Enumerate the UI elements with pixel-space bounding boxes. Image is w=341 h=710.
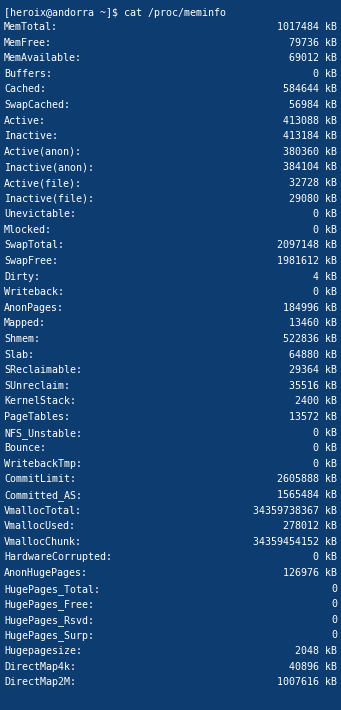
Text: HugePages_Free:: HugePages_Free: [4, 599, 94, 610]
Text: HugePages_Rsvd:: HugePages_Rsvd: [4, 615, 94, 626]
Text: AnonHugePages:: AnonHugePages: [4, 568, 88, 578]
Text: CommitLimit:: CommitLimit: [4, 474, 76, 484]
Text: [heroix@andorra ~]$ cat /proc/meminfo: [heroix@andorra ~]$ cat /proc/meminfo [4, 8, 226, 18]
Text: Dirty:: Dirty: [4, 272, 40, 282]
Text: Unevictable:: Unevictable: [4, 209, 76, 219]
Text: AnonPages:: AnonPages: [4, 302, 64, 313]
Text: 13572 kB: 13572 kB [289, 412, 337, 422]
Text: 2605888 kB: 2605888 kB [277, 474, 337, 484]
Text: 4 kB: 4 kB [313, 272, 337, 282]
Text: 0 kB: 0 kB [313, 459, 337, 469]
Text: 56984 kB: 56984 kB [289, 100, 337, 110]
Text: 0 kB: 0 kB [313, 427, 337, 437]
Text: 584644 kB: 584644 kB [283, 84, 337, 94]
Text: Mapped:: Mapped: [4, 318, 46, 329]
Text: HugePages_Surp:: HugePages_Surp: [4, 630, 94, 641]
Text: 29364 kB: 29364 kB [289, 365, 337, 375]
Text: 34359454152 kB: 34359454152 kB [253, 537, 337, 547]
Text: Inactive:: Inactive: [4, 131, 58, 141]
Text: 0 kB: 0 kB [313, 225, 337, 235]
Text: 413184 kB: 413184 kB [283, 131, 337, 141]
Text: 64880 kB: 64880 kB [289, 349, 337, 359]
Text: PageTables:: PageTables: [4, 412, 70, 422]
Text: 40896 kB: 40896 kB [289, 662, 337, 672]
Text: Mlocked:: Mlocked: [4, 225, 52, 235]
Text: 522836 kB: 522836 kB [283, 334, 337, 344]
Text: 0: 0 [331, 599, 337, 609]
Text: Bounce:: Bounce: [4, 443, 46, 453]
Text: SwapTotal:: SwapTotal: [4, 241, 64, 251]
Text: 413088 kB: 413088 kB [283, 116, 337, 126]
Text: 34359738367 kB: 34359738367 kB [253, 506, 337, 515]
Text: 32728 kB: 32728 kB [289, 178, 337, 188]
Text: NFS_Unstable:: NFS_Unstable: [4, 427, 82, 439]
Text: Inactive(anon):: Inactive(anon): [4, 163, 94, 173]
Text: 0 kB: 0 kB [313, 443, 337, 453]
Text: MemFree:: MemFree: [4, 38, 52, 48]
Text: DirectMap2M:: DirectMap2M: [4, 677, 76, 687]
Text: 2400 kB: 2400 kB [295, 396, 337, 406]
Text: Writeback:: Writeback: [4, 288, 64, 297]
Text: 0 kB: 0 kB [313, 69, 337, 79]
Text: VmallocTotal:: VmallocTotal: [4, 506, 82, 515]
Text: HugePages_Total:: HugePages_Total: [4, 584, 100, 594]
Text: 0 kB: 0 kB [313, 552, 337, 562]
Text: 1017484 kB: 1017484 kB [277, 22, 337, 32]
Text: 380360 kB: 380360 kB [283, 147, 337, 157]
Text: Buffers:: Buffers: [4, 69, 52, 79]
Text: 13460 kB: 13460 kB [289, 318, 337, 329]
Text: MemTotal:: MemTotal: [4, 22, 58, 32]
Text: VmallocUsed:: VmallocUsed: [4, 521, 76, 531]
Text: 1007616 kB: 1007616 kB [277, 677, 337, 687]
Text: 69012 kB: 69012 kB [289, 53, 337, 63]
Text: Active(anon):: Active(anon): [4, 147, 82, 157]
Text: 2097148 kB: 2097148 kB [277, 241, 337, 251]
Text: MemAvailable:: MemAvailable: [4, 53, 82, 63]
Text: 2048 kB: 2048 kB [295, 646, 337, 656]
Text: 1565484 kB: 1565484 kB [277, 490, 337, 500]
Text: HardwareCorrupted:: HardwareCorrupted: [4, 552, 112, 562]
Text: WritebackTmp:: WritebackTmp: [4, 459, 82, 469]
Text: KernelStack:: KernelStack: [4, 396, 76, 406]
Text: Inactive(file):: Inactive(file): [4, 194, 94, 204]
Text: 126976 kB: 126976 kB [283, 568, 337, 578]
Text: 384104 kB: 384104 kB [283, 163, 337, 173]
Text: 278012 kB: 278012 kB [283, 521, 337, 531]
Text: Active:: Active: [4, 116, 46, 126]
Text: 0 kB: 0 kB [313, 288, 337, 297]
Text: 1981612 kB: 1981612 kB [277, 256, 337, 266]
Text: 0 kB: 0 kB [313, 209, 337, 219]
Text: SwapFree:: SwapFree: [4, 256, 58, 266]
Text: SUnreclaim:: SUnreclaim: [4, 381, 70, 390]
Text: 0: 0 [331, 615, 337, 625]
Text: Hugepagesize:: Hugepagesize: [4, 646, 82, 656]
Text: 35516 kB: 35516 kB [289, 381, 337, 390]
Text: Cached:: Cached: [4, 84, 46, 94]
Text: 29080 kB: 29080 kB [289, 194, 337, 204]
Text: VmallocChunk:: VmallocChunk: [4, 537, 82, 547]
Text: SReclaimable:: SReclaimable: [4, 365, 82, 375]
Text: SwapCached:: SwapCached: [4, 100, 70, 110]
Text: Committed_AS:: Committed_AS: [4, 490, 82, 501]
Text: Slab:: Slab: [4, 349, 34, 359]
Text: 0: 0 [331, 584, 337, 594]
Text: 79736 kB: 79736 kB [289, 38, 337, 48]
Text: Active(file):: Active(file): [4, 178, 82, 188]
Text: 0: 0 [331, 630, 337, 640]
Text: DirectMap4k:: DirectMap4k: [4, 662, 76, 672]
Text: Shmem:: Shmem: [4, 334, 40, 344]
Text: 184996 kB: 184996 kB [283, 302, 337, 313]
